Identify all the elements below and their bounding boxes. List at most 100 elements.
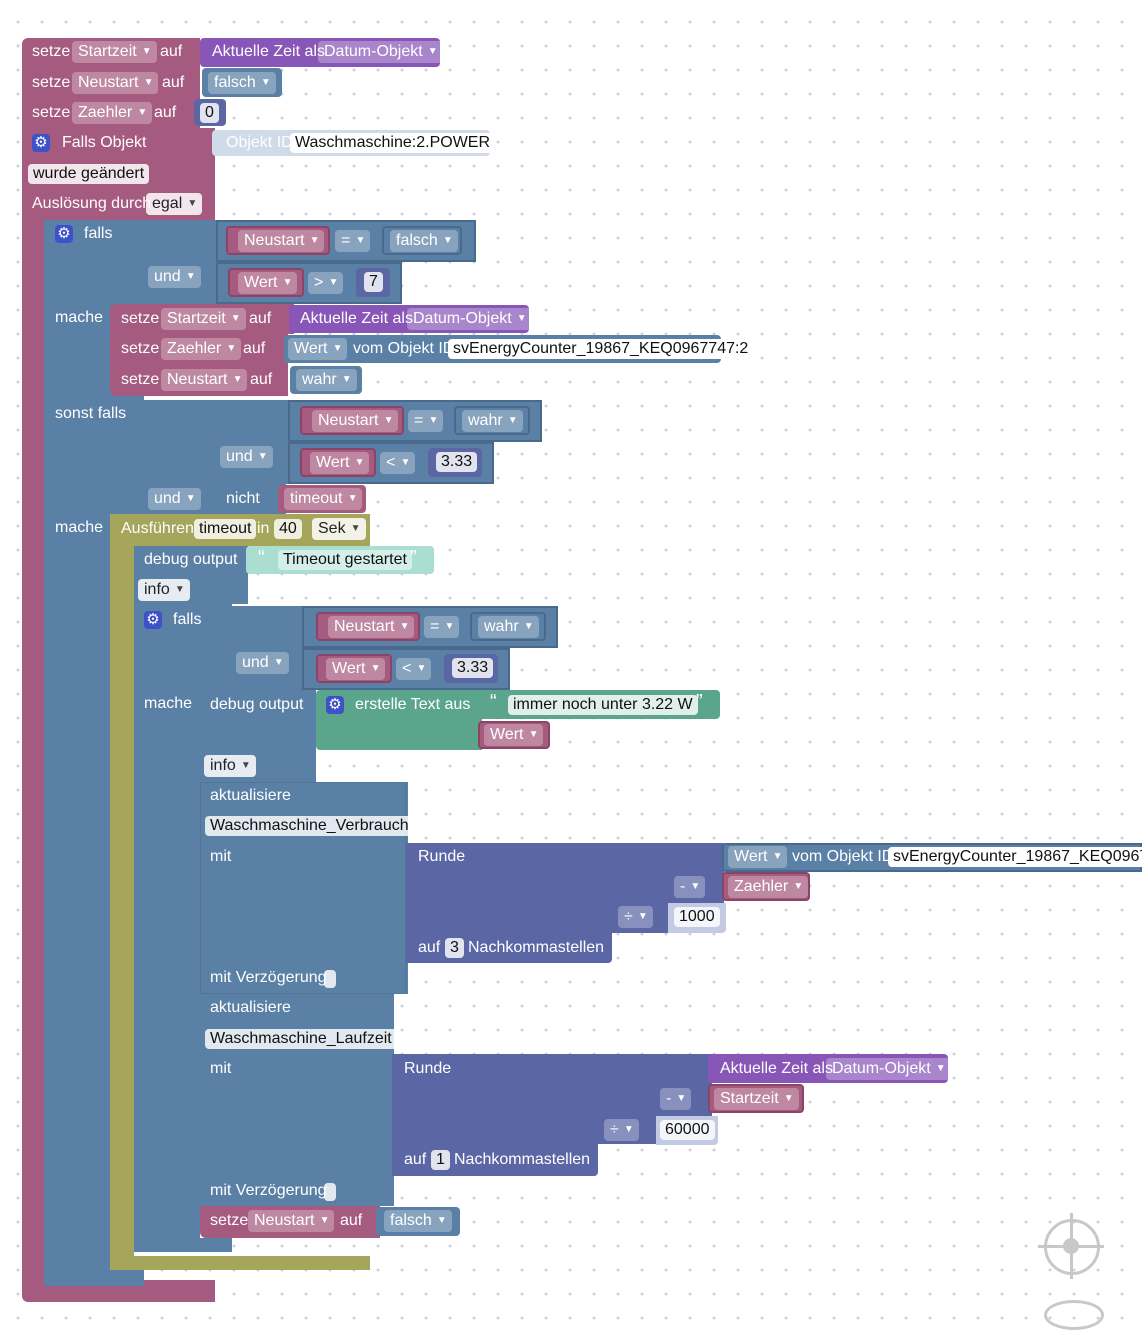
auf-label: auf [160, 43, 183, 60]
egal-dropdown[interactable]: egal [146, 193, 203, 215]
and-block[interactable] [232, 606, 304, 690]
var-zaehler-dropdown[interactable]: Zaehler [72, 102, 153, 124]
false-dropdown[interactable]: falsch [390, 230, 458, 252]
true-dropdown[interactable]: wahr [296, 369, 357, 391]
aktualisiere-label: aktualisiere [210, 787, 291, 804]
auf-label: auf [250, 371, 273, 388]
false-dropdown[interactable]: falsch [384, 1210, 452, 1232]
und-dropdown[interactable]: und [148, 488, 201, 510]
var-neustart-dropdown[interactable]: Neustart [72, 72, 159, 94]
and-block-1[interactable] [138, 220, 216, 304]
debug-output-label: debug output [144, 551, 238, 568]
und-dropdown[interactable]: und [148, 266, 201, 288]
var-neustart-dropdown[interactable]: Neustart [328, 616, 415, 638]
var-wert-dropdown[interactable]: Wert [484, 724, 544, 746]
false-dropdown[interactable]: falsch [208, 72, 276, 94]
not-block[interactable] [216, 484, 286, 514]
zoom-control-partial[interactable] [1044, 1300, 1104, 1330]
true-dropdown[interactable]: wahr [478, 616, 539, 638]
state-name-field[interactable]: Waschmaschine_Verbrauch [205, 816, 414, 836]
operator-div-dropdown[interactable]: ÷ [618, 906, 653, 928]
operator-gt-dropdown[interactable]: > [308, 272, 344, 294]
und-dropdown[interactable]: und [220, 446, 273, 468]
number-seven-field[interactable]: 7 [364, 272, 383, 292]
string-field[interactable]: immer noch unter 3.22 W [508, 695, 698, 715]
delay-field[interactable]: 40 [274, 519, 302, 539]
mit-verzoegerung-label: mit Verzögerung [210, 1182, 327, 1199]
operator-eq-dropdown[interactable]: = [408, 410, 444, 432]
mache-label: mache [55, 309, 104, 326]
true-dropdown[interactable]: wahr [462, 410, 523, 432]
number-zero-field[interactable]: 0 [200, 103, 219, 123]
log-level-dropdown[interactable]: info [138, 579, 190, 601]
und-dropdown[interactable]: und [236, 652, 289, 674]
var-startzeit-dropdown[interactable]: Startzeit [161, 308, 246, 330]
var-timeout-dropdown[interactable]: timeout [284, 488, 363, 510]
operator-div-dropdown[interactable]: ÷ [604, 1119, 639, 1141]
var-neustart-dropdown[interactable]: Neustart [248, 1210, 335, 1232]
decimals-field[interactable]: 3 [445, 938, 464, 958]
operator-eq-dropdown[interactable]: = [335, 230, 371, 252]
number-field[interactable]: 3.33 [436, 452, 478, 472]
var-wert-dropdown[interactable]: Wert [310, 452, 370, 474]
and-block-3[interactable] [216, 400, 290, 484]
debug-output-label: debug output [210, 696, 304, 713]
setze-label: setze [32, 43, 71, 60]
var-neustart-dropdown[interactable]: Neustart [161, 369, 248, 391]
decimals-field[interactable]: 1 [431, 1150, 450, 1170]
var-neustart-dropdown[interactable]: Neustart [312, 410, 399, 432]
round-block[interactable] [392, 1054, 598, 1176]
operator-minus-dropdown[interactable]: - [674, 876, 706, 898]
gear-icon[interactable]: ⚙ [55, 225, 73, 243]
gear-icon[interactable]: ⚙ [32, 134, 50, 152]
object-id-field[interactable]: svEnergyCounter_19867_KEQ09677 [888, 847, 1142, 867]
number-field[interactable]: 1000 [674, 907, 720, 927]
log-level-dropdown[interactable]: info [204, 755, 256, 777]
timeout-name-field[interactable]: timeout [194, 519, 257, 539]
var-neustart-dropdown[interactable]: Neustart [238, 230, 325, 252]
mache-label: mache [144, 695, 193, 712]
wurde-geaendert-label[interactable]: wurde geändert [28, 164, 150, 184]
auf-label: auf [418, 939, 441, 956]
var-zaehler-dropdown[interactable]: Zaehler [728, 876, 809, 898]
operator-eq-dropdown[interactable]: = [424, 616, 460, 638]
number-field[interactable]: 60000 [660, 1120, 715, 1140]
gear-icon[interactable]: ⚙ [144, 611, 162, 629]
round-block[interactable] [406, 843, 612, 963]
timeout-left-bar [110, 514, 134, 1270]
number-field[interactable]: 3.33 [452, 658, 494, 678]
ausfuehren-label: Ausführen [121, 520, 194, 537]
vom-objekt-id-label: vom Objekt ID [792, 848, 894, 865]
object-id-field[interactable]: Waschmaschine:2.POWER [290, 133, 496, 153]
if-block-left-bar [44, 220, 110, 1284]
operator-lt-dropdown[interactable]: < [396, 658, 432, 680]
var-startzeit-dropdown[interactable]: Startzeit [714, 1088, 799, 1110]
mit-label: mit [210, 848, 232, 865]
delay-checkbox[interactable] [324, 970, 336, 988]
falls-label: falls [173, 611, 202, 628]
update-state-block[interactable] [200, 994, 394, 1206]
var-startzeit-dropdown[interactable]: Startzeit [72, 41, 157, 63]
var-wert-dropdown[interactable]: Wert [238, 272, 298, 294]
var-wert-dropdown[interactable]: Wert [326, 658, 386, 680]
operator-minus-dropdown[interactable]: - [660, 1088, 692, 1110]
mit-verzoegerung-label: mit Verzögerung [210, 969, 327, 986]
datum-objekt-dropdown[interactable]: Datum-Objekt [318, 41, 443, 63]
delay-checkbox[interactable] [324, 1183, 336, 1201]
state-name-field[interactable]: Waschmaschine_Laufzeit [205, 1029, 397, 1049]
unit-dropdown[interactable]: Sek [312, 518, 366, 540]
crosshair-icon[interactable] [1038, 1213, 1104, 1279]
wert-dropdown[interactable]: Wert [728, 846, 788, 868]
datum-objekt-dropdown[interactable]: Datum-Objekt [407, 308, 532, 330]
setze-label: setze [121, 371, 160, 388]
var-zaehler-dropdown[interactable]: Zaehler [161, 338, 242, 360]
quote-icon: “ [258, 547, 265, 569]
current-time-label: Aktuelle Zeit als [720, 1060, 833, 1077]
operator-lt-dropdown[interactable]: < [380, 452, 416, 474]
gear-icon[interactable]: ⚙ [326, 696, 344, 714]
trigger-block-left-bar [22, 128, 44, 1290]
datum-objekt-dropdown[interactable]: Datum-Objekt [826, 1058, 951, 1080]
object-id-field[interactable]: svEnergyCounter_19867_KEQ0967747:2 [448, 339, 754, 359]
string-field[interactable]: Timeout gestartet [278, 550, 412, 570]
wert-dropdown[interactable]: Wert [288, 338, 348, 360]
